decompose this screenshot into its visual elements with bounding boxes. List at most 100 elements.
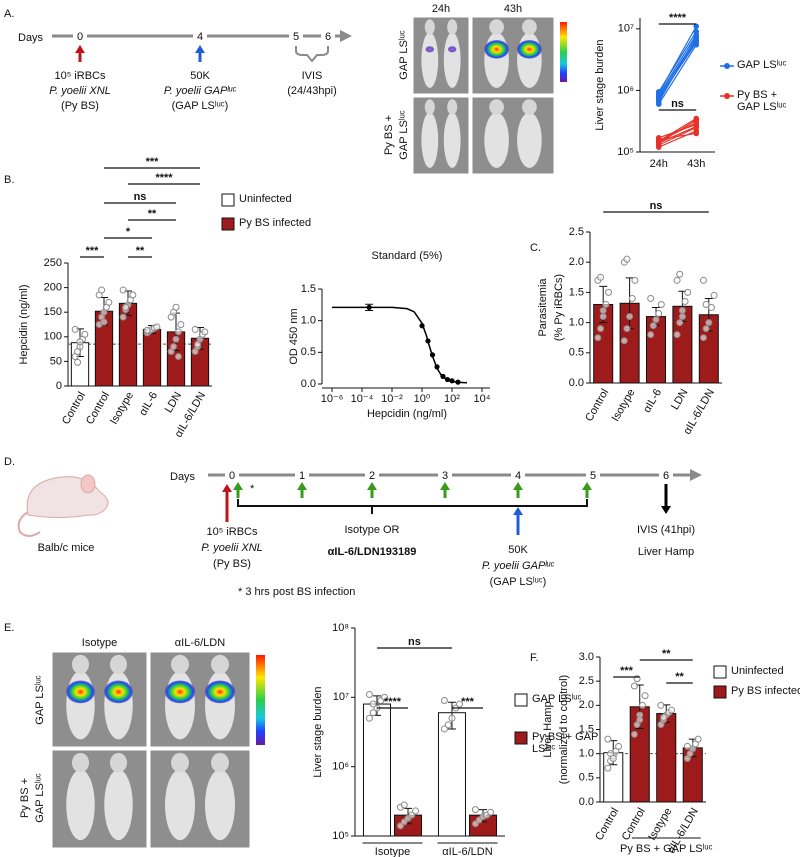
x-tick-label: Isotype — [375, 846, 410, 857]
treatment-arrow-head — [297, 482, 307, 490]
x-tick-label: Isotype — [108, 390, 136, 427]
data-point — [673, 276, 681, 284]
data-point — [702, 325, 710, 333]
legend-swatch — [724, 63, 730, 69]
y-axis-label: Liver Hamp — [542, 701, 554, 757]
significance-label: *** — [461, 696, 475, 708]
data-point — [400, 801, 408, 809]
annotation: 10⁵ iRBCs — [206, 526, 258, 538]
annotation: IVIS — [302, 70, 323, 82]
row-label: Py BS + — [19, 778, 31, 818]
annotation: 10⁵ iRBCs — [54, 70, 106, 82]
mouse-head — [489, 19, 504, 35]
annotation: P. yoelii GAPˡᵘᶜ — [164, 85, 237, 97]
y-tick-label: 2.5 — [569, 226, 584, 238]
column-label: αIL-6/LDN — [175, 637, 225, 649]
signal — [66, 680, 95, 704]
data-point — [609, 755, 617, 762]
data-point — [707, 304, 715, 311]
day-label: 4 — [515, 470, 521, 482]
data-point — [676, 270, 684, 278]
legend-label: Py BS + GAP LSˡᵘᶜ — [532, 731, 599, 755]
data-point — [655, 88, 662, 95]
data-point — [129, 291, 137, 299]
legend-label: Uninfected — [239, 193, 292, 205]
annotation: Isotype OR — [344, 524, 399, 536]
color-bar — [560, 22, 567, 82]
data-point — [597, 273, 605, 281]
star: * — [250, 483, 255, 495]
annotation: P. yoelii XNL — [49, 85, 111, 97]
mouse-tail — [17, 511, 41, 537]
significance-label: ** — [675, 671, 684, 683]
legend-label-box: Uninfected — [239, 193, 292, 205]
legend-label-box: GAP LSˡᵘᶜ — [737, 59, 786, 71]
mouse-head — [447, 19, 458, 35]
day-label-bg — [511, 466, 525, 484]
data-point — [448, 714, 456, 722]
data-point — [649, 322, 657, 330]
x-axis-label: Hepcidin (ng/ml) — [367, 408, 447, 420]
data-point — [100, 318, 108, 326]
mouse-head — [522, 99, 537, 115]
data-point — [471, 806, 479, 814]
image-panel — [149, 749, 251, 849]
y-tick-label: 10⁵ — [332, 830, 349, 842]
data-point — [684, 288, 692, 296]
y-tick-label: 200 — [44, 282, 62, 294]
y-tick-label: 0.0 — [301, 378, 316, 390]
annotation: 50K — [508, 544, 528, 556]
data-point — [76, 338, 84, 346]
infection-arrow-head — [222, 484, 232, 492]
legend-label-box: Py BS infected — [731, 685, 800, 697]
data-point — [673, 331, 681, 339]
column-label: 43h — [504, 3, 522, 15]
data-point — [604, 764, 612, 772]
data-point — [369, 700, 377, 708]
y-tick-label: 1.0 — [301, 315, 316, 327]
y-tick-label: 1.5 — [579, 723, 594, 735]
data-point — [429, 352, 436, 358]
day-label: 1 — [299, 470, 305, 482]
x-tick-label: 10⁻⁴ — [351, 393, 374, 405]
data-point — [440, 697, 448, 705]
day-label-bg — [73, 27, 87, 45]
mouse-body — [205, 769, 235, 841]
data-point — [119, 286, 127, 294]
data-point — [693, 28, 700, 35]
mouse-head — [424, 99, 435, 115]
data-point — [444, 721, 452, 729]
day-label: 0 — [77, 31, 83, 43]
data-point — [693, 33, 700, 40]
annotation: (GAP LSˡᵘᶜ) — [172, 100, 229, 112]
mouse-head — [211, 654, 229, 674]
day-label-bg — [659, 466, 673, 484]
day-label-bg — [225, 466, 239, 484]
data-point — [487, 808, 495, 816]
mouse-head — [71, 654, 90, 674]
day-label: 3 — [442, 470, 448, 482]
row-label: Py BS + — [383, 115, 395, 155]
significance-label: ** — [662, 648, 671, 660]
legend-label: Uninfected — [731, 665, 784, 677]
data-point — [170, 343, 178, 351]
subject-line — [658, 34, 697, 96]
data-point — [699, 334, 707, 342]
y-tick-label: 1.0 — [569, 317, 584, 329]
y-tick-label: 2.0 — [579, 699, 594, 711]
annotation: 50K — [190, 70, 210, 82]
data-point — [599, 313, 607, 321]
data-point — [605, 288, 613, 296]
data-point — [597, 325, 605, 333]
data-point — [143, 326, 151, 334]
day-label-bg — [289, 27, 303, 45]
data-point — [678, 307, 686, 315]
row-label: GAP LSˡᵘᶜ — [398, 110, 410, 159]
annotation: (GAP LSˡᵘᶜ) — [490, 576, 547, 588]
significance-label: ns — [134, 191, 147, 203]
y-tick-label: 3.0 — [579, 651, 594, 663]
x-tick-label: 10² — [444, 393, 460, 405]
day-label: 4 — [197, 31, 203, 43]
image-panel — [149, 651, 251, 748]
timeline-label: Days — [170, 471, 196, 483]
